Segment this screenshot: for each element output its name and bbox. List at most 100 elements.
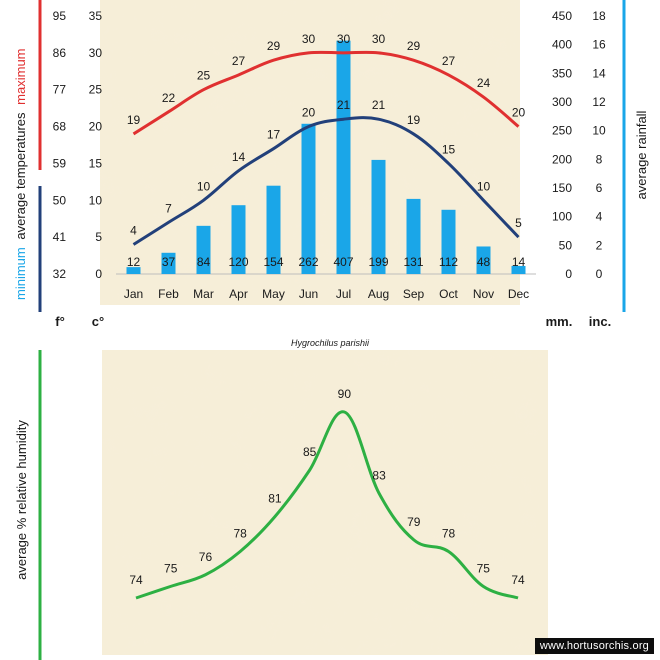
- svg-text:minimum average tempe: minimum average temperatures maximum: [13, 48, 28, 300]
- site-credit: www.hortusorchis.org: [534, 638, 654, 654]
- month-tick-label: Nov: [473, 287, 494, 301]
- maximum-value-label: 30: [372, 32, 386, 46]
- rainfall-bar: [406, 198, 421, 274]
- minimum-label: minimum: [13, 247, 28, 300]
- month-tick-label: Apr: [229, 287, 248, 301]
- inches-unit-label: inc.: [589, 314, 611, 329]
- rainfall-bar: [266, 185, 281, 274]
- rainfall-bars-group: [126, 40, 526, 274]
- rainfall-bar: [196, 225, 211, 274]
- minimum-value-label: 10: [197, 179, 211, 193]
- rainfall-value-label: 12: [127, 255, 141, 269]
- maximum-temperature-line: [132, 50, 520, 136]
- minimum-temperature-line: [132, 116, 520, 246]
- celsius-unit-label: c°: [92, 314, 104, 329]
- mm-tick-label: 200: [552, 152, 572, 166]
- maximum-label: maximum: [13, 48, 28, 104]
- fahrenheit-tick-label: 32: [53, 267, 67, 281]
- month-tick-label: May: [262, 287, 285, 301]
- celsius-tick-label: 20: [89, 120, 103, 134]
- rainfall-bar: [161, 252, 176, 274]
- rainfall-value-label: 84: [197, 255, 211, 269]
- maximum-value-label: 24: [477, 76, 491, 90]
- fahrenheit-tick-label: 59: [53, 156, 67, 170]
- mm-tick-label: 400: [552, 38, 572, 52]
- rainfall-bar: [231, 205, 246, 274]
- maximum-value-label: 27: [232, 54, 246, 68]
- mm-tick-label: 100: [552, 210, 572, 224]
- fahrenheit-tick-label: 86: [53, 46, 67, 60]
- celsius-tick-label: 25: [89, 83, 103, 97]
- mm-unit-label: mm.: [546, 314, 573, 329]
- rainfall-value-label: 37: [162, 255, 176, 269]
- humidity-value-label: 83: [372, 468, 386, 482]
- humidity-axis-label: average % relative humidity: [14, 420, 29, 580]
- humidity-value-label: 78: [234, 527, 248, 541]
- maximum-value-label: 29: [407, 39, 421, 53]
- rainfall-bar: [336, 40, 351, 274]
- celsius-tick-label: 0: [95, 267, 102, 281]
- rainfall-bar: [301, 123, 316, 274]
- humidity-value-label: 76: [199, 550, 213, 564]
- month-tick-label: Oct: [439, 287, 458, 301]
- month-tick-label: Jun: [299, 287, 318, 301]
- inches-tick-label: 6: [596, 181, 603, 195]
- rainfall-bar: [441, 209, 456, 274]
- rainfall-bar: [371, 159, 386, 274]
- humidity-value-label: 75: [477, 561, 491, 575]
- month-tick-label: Jan: [124, 287, 143, 301]
- humidity-line: [135, 410, 519, 600]
- celsius-tick-label: 10: [89, 193, 103, 207]
- data-labels-group: 19 22 25 27 29 30 30 30 29 27 24 20 4 7 10 14 17 20 21 21 19…: [127, 32, 526, 269]
- maximum-value-label: 19: [127, 113, 141, 127]
- month-tick-label: Aug: [368, 287, 389, 301]
- average-rainfall-label: average rainfall: [634, 110, 649, 199]
- fahrenheit-tick-label: 68: [53, 120, 67, 134]
- rainfall-value-label: 262: [298, 255, 318, 269]
- minimum-value-label: 17: [267, 128, 281, 142]
- month-tick-label: Sep: [403, 287, 425, 301]
- humidity-value-label: 75: [164, 561, 178, 575]
- maximum-value-label: 29: [267, 39, 281, 53]
- mm-tick-label: 150: [552, 181, 572, 195]
- rainfall-bar: [511, 265, 526, 274]
- minimum-value-label: 5: [515, 216, 522, 230]
- species-caption: Hygrochilus parishii: [291, 338, 370, 348]
- humidity-value-label: 79: [407, 515, 421, 529]
- month-tick-label: Mar: [193, 287, 214, 301]
- inches-tick-label: 18: [592, 9, 606, 23]
- average-temperatures-label: average temperatures: [13, 112, 28, 240]
- rainfall-value-label: 199: [368, 255, 388, 269]
- rainfall-value-label: 112: [439, 255, 458, 269]
- minimum-value-label: 7: [165, 201, 172, 215]
- maximum-value-label: 25: [197, 69, 211, 83]
- month-tick-label: Jul: [336, 287, 351, 301]
- inches-tick-label: 16: [592, 38, 606, 52]
- minimum-value-label: 19: [407, 113, 421, 127]
- inches-tick-label: 10: [592, 124, 606, 138]
- celsius-tick-label: 35: [89, 9, 103, 23]
- mm-tick-label: 50: [559, 238, 573, 252]
- fahrenheit-tick-label: 50: [53, 193, 67, 207]
- temperature-lines-group: [132, 50, 520, 246]
- minimum-value-label: 14: [232, 150, 246, 164]
- fahrenheit-tick-label: 41: [53, 230, 67, 244]
- mm-tick-label: 450: [552, 9, 572, 23]
- maximum-value-label: 20: [512, 106, 526, 120]
- celsius-tick-label: 30: [89, 46, 103, 60]
- mm-tick-label: 350: [552, 66, 572, 80]
- humidity-value-label: 85: [303, 445, 317, 459]
- rainfall-value-label: 14: [512, 255, 526, 269]
- rainfall-bar: [476, 246, 491, 274]
- rainfall-value-label: 120: [228, 255, 248, 269]
- maximum-value-label: 30: [337, 32, 351, 46]
- inches-tick-label: 4: [596, 210, 603, 224]
- inches-tick-label: 14: [592, 66, 606, 80]
- left-axis-title: minimum average temperatures maximum: [13, 48, 28, 300]
- humidity-panel-texture: [102, 350, 548, 655]
- fahrenheit-tick-label: 95: [53, 9, 67, 23]
- rainfall-value-label: 407: [333, 255, 353, 269]
- inches-tick-label: 12: [592, 95, 606, 109]
- minimum-value-label: 4: [130, 224, 137, 238]
